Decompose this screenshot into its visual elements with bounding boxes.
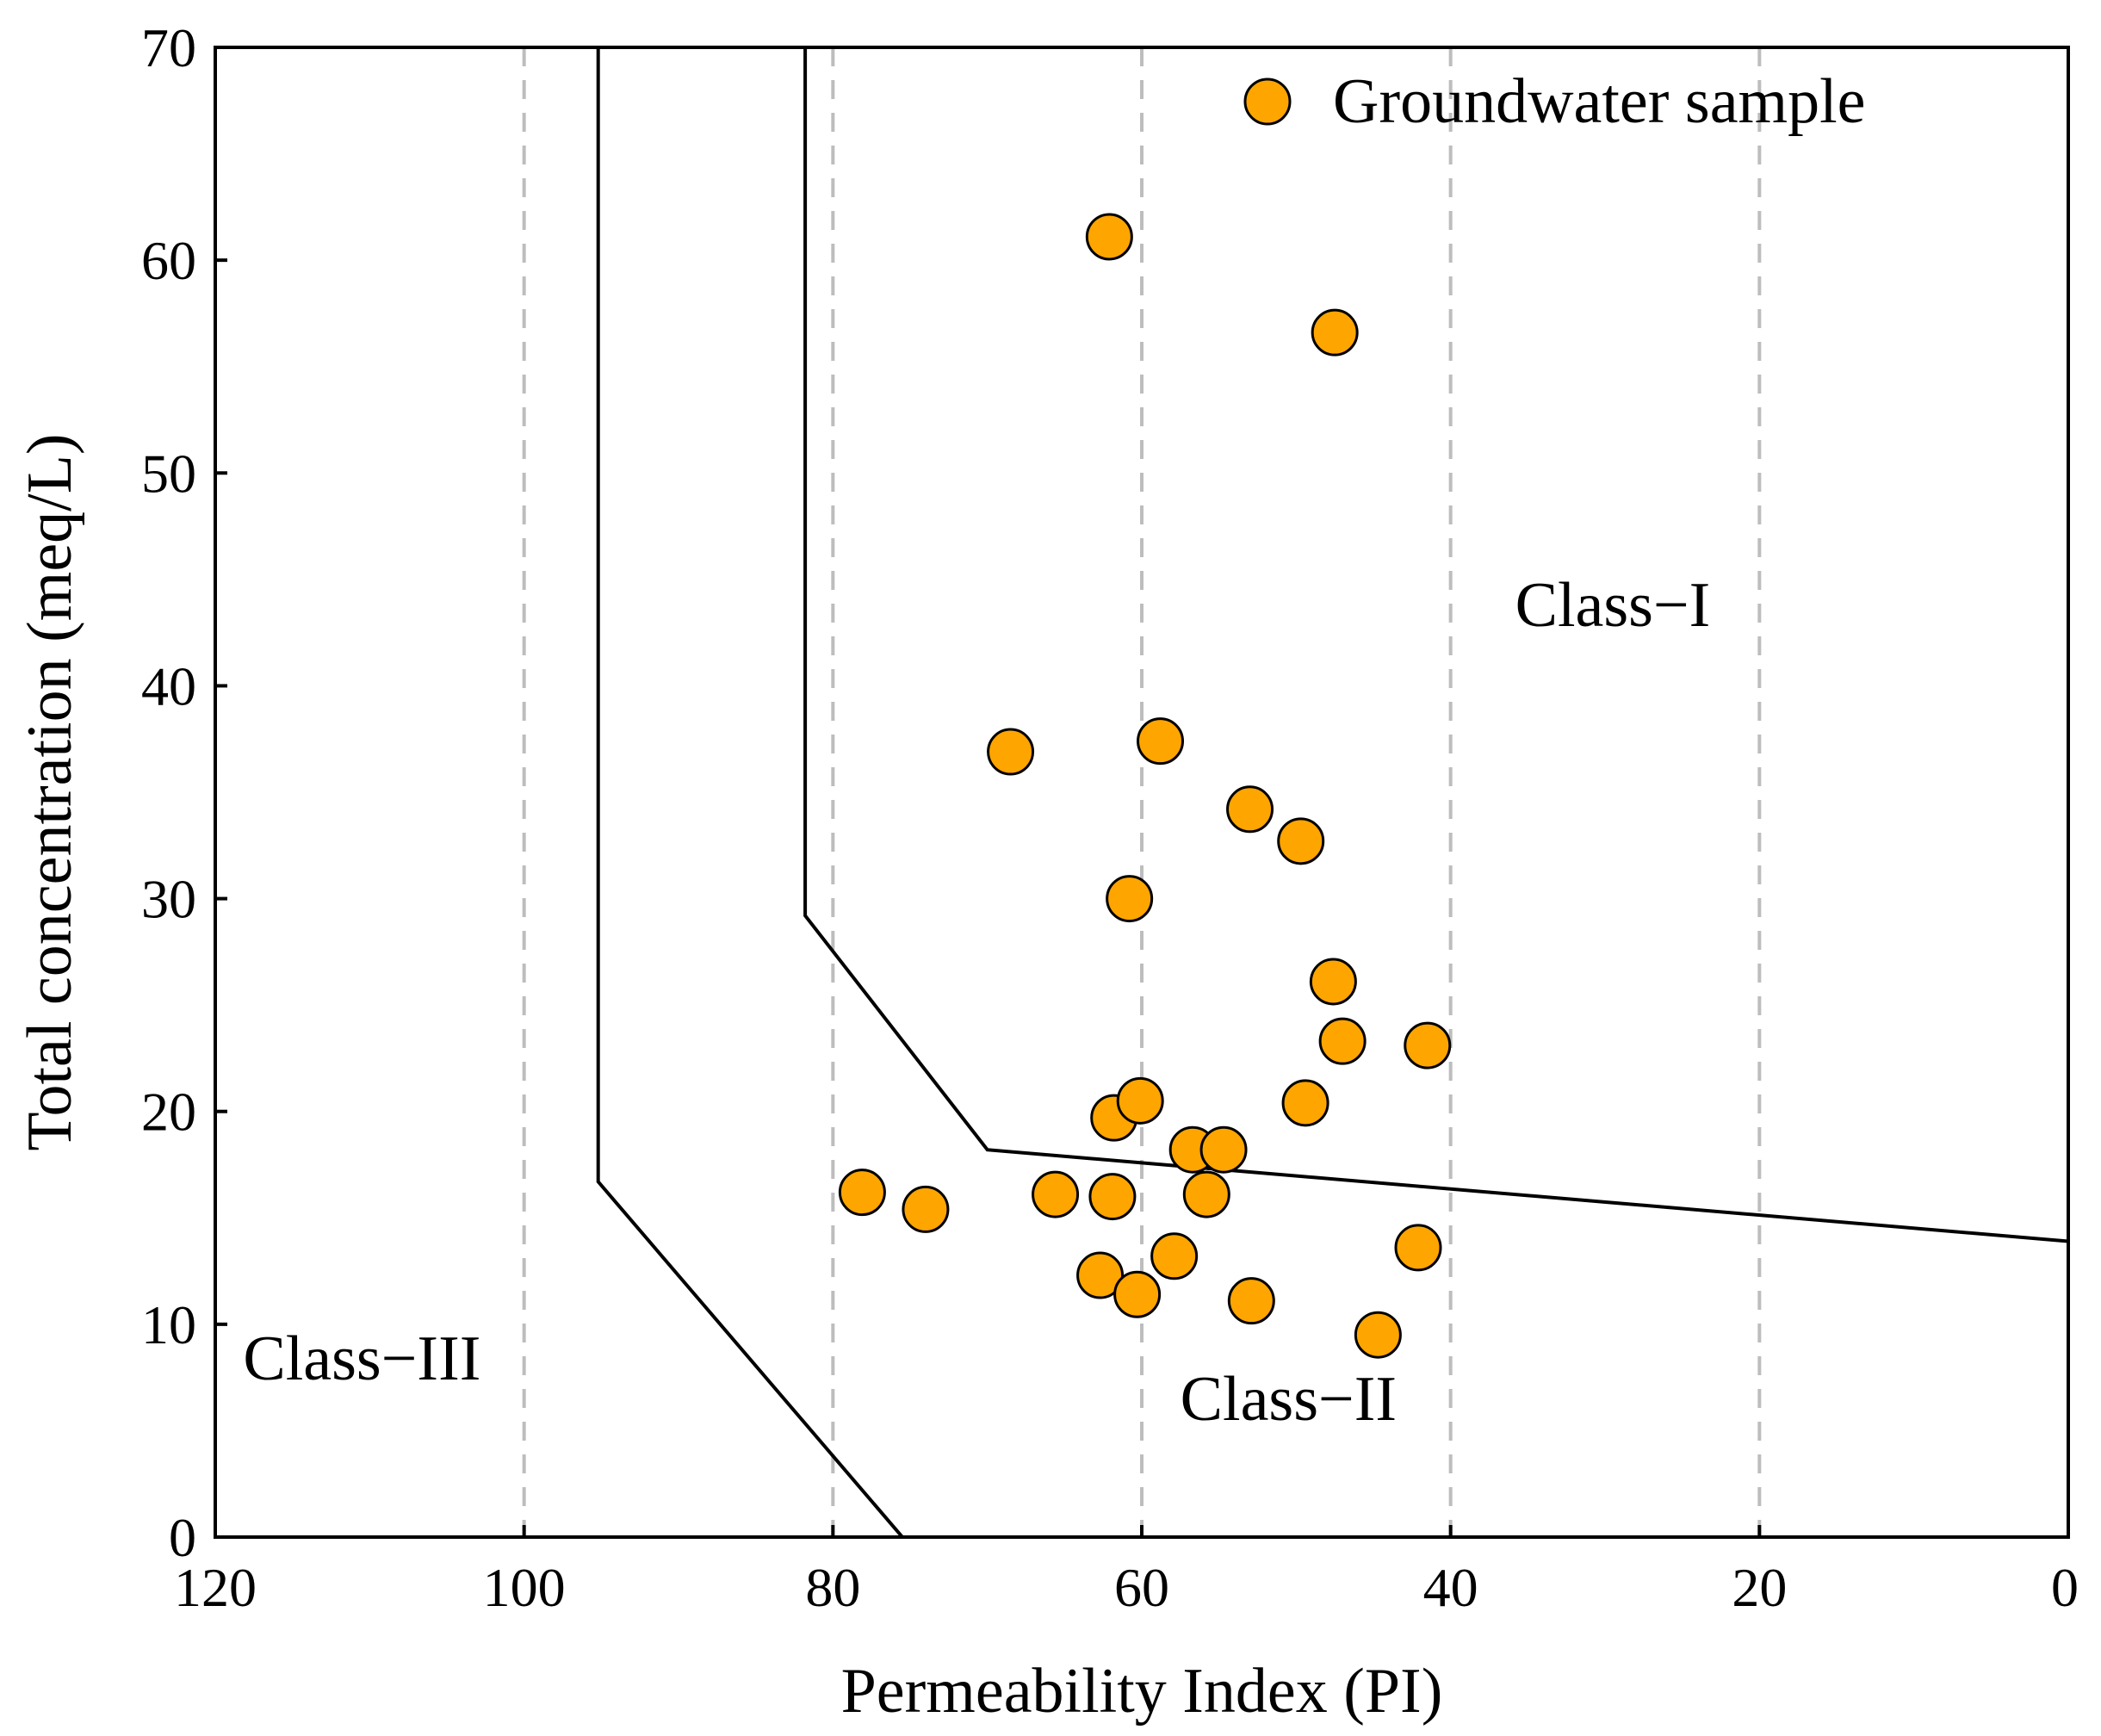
data-point: [1106, 875, 1154, 923]
data-point: [1309, 958, 1357, 1006]
boundary-class-II-III: [596, 47, 904, 1539]
y-tick-label: 0: [169, 1507, 196, 1568]
x-tick-label: 40: [1423, 1557, 1478, 1618]
x-tick-label: 120: [174, 1557, 257, 1618]
region-label-layer: Class−I Class−II Class−III: [243, 570, 1710, 1435]
y-tick-label: 30: [141, 869, 196, 930]
y-tick-label: 60: [141, 230, 196, 291]
data-point: [1354, 1311, 1402, 1359]
tick-layer: 120 100 80 60 40 20 0 0 10 20 30 40 50 60 70: [141, 17, 2079, 1618]
data-point: [1404, 1021, 1452, 1070]
boundary-class-I-II: [803, 47, 2069, 1243]
data-point: [838, 1169, 886, 1217]
data-point: [1277, 817, 1325, 865]
data-point: [987, 728, 1035, 776]
data-point: [1311, 308, 1359, 356]
region-label: Class−III: [243, 1324, 480, 1394]
legend: Groundwater sample: [1243, 66, 1866, 137]
data-point-layer: [838, 213, 1452, 1359]
boundary-layer: [596, 47, 2069, 1539]
data-point: [1116, 1076, 1164, 1125]
legend-label: Groundwater sample: [1333, 66, 1866, 137]
legend-marker: [1243, 78, 1292, 126]
y-tick-label: 10: [141, 1294, 196, 1355]
data-point: [1318, 1017, 1367, 1065]
data-point: [1281, 1079, 1329, 1127]
region-label: Class−I: [1515, 570, 1711, 641]
x-tick-label: 80: [805, 1557, 860, 1618]
y-tick-label: 20: [141, 1082, 196, 1143]
data-point: [1150, 1232, 1199, 1280]
x-tick-label: 0: [2051, 1557, 2079, 1618]
x-tick-label: 20: [1732, 1557, 1787, 1618]
data-point: [1227, 1277, 1275, 1325]
data-point: [1394, 1224, 1442, 1272]
y-tick-label: 50: [141, 443, 196, 504]
data-point: [1085, 213, 1133, 261]
x-tick-label: 100: [483, 1557, 566, 1618]
y-tick-label: 70: [141, 17, 196, 78]
data-point: [1137, 717, 1185, 766]
data-point: [902, 1185, 950, 1233]
y-axis-title: Total concentration (meq/L): [15, 433, 85, 1150]
x-tick-label: 60: [1114, 1557, 1169, 1618]
data-point: [1032, 1170, 1080, 1218]
data-point: [1076, 1251, 1125, 1299]
region-label: Class−II: [1181, 1364, 1397, 1435]
data-point: [1182, 1170, 1230, 1218]
data-point: [1113, 1270, 1162, 1318]
data-point: [1199, 1125, 1248, 1174]
data-point: [1226, 785, 1274, 834]
y-tick-label: 40: [141, 655, 196, 716]
data-point: [1088, 1173, 1137, 1221]
x-axis-title: Permeability Index (PI): [841, 1656, 1443, 1727]
